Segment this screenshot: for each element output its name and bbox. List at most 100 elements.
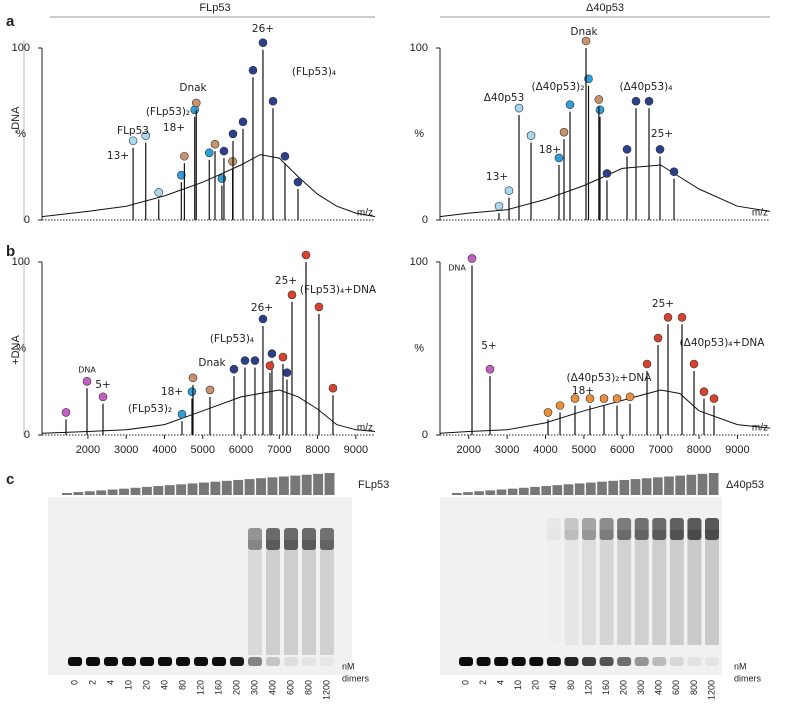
annotation: 25+ xyxy=(275,275,297,287)
annotation: 18+ xyxy=(163,122,185,134)
x-tick-label: 4000 xyxy=(533,444,557,456)
unit-label: dimers xyxy=(342,673,370,683)
unit-label: nM xyxy=(734,661,747,671)
annotation: 18+ xyxy=(572,385,594,397)
wedge-step xyxy=(199,482,209,495)
x-tick-label: 9000 xyxy=(725,444,749,456)
wedge-step xyxy=(619,479,630,495)
smear xyxy=(547,530,561,645)
row-label: +DNA xyxy=(10,335,22,365)
x-tick-label: 7000 xyxy=(648,444,672,456)
gel-protein: FLp53 xyxy=(358,479,389,491)
wedge-step xyxy=(597,481,607,495)
wedge-step xyxy=(107,489,118,495)
x-tick-label: 6000 xyxy=(610,444,634,456)
smear xyxy=(669,530,684,645)
spectrum: 0 100% m/z 2000 3000 4000 5000 6000 7000 8000 9000… xyxy=(12,250,377,456)
wedge-step xyxy=(496,489,507,495)
lane-label: 1200 xyxy=(706,680,716,700)
peak-marker xyxy=(642,359,652,369)
x-tick-label: 9000 xyxy=(344,444,368,456)
y-tick-label: 100 xyxy=(12,256,30,268)
x-tick-label: 5000 xyxy=(572,444,596,456)
lane-label: 4 xyxy=(496,680,506,685)
peak-marker xyxy=(504,186,514,195)
wedge-step xyxy=(474,491,484,495)
wedge-step xyxy=(452,493,462,495)
peak-marker xyxy=(258,38,268,48)
complex-band xyxy=(687,518,702,540)
complex-band xyxy=(652,518,667,540)
annotation: (FLp53)₂ xyxy=(146,106,190,118)
wedge-step xyxy=(519,487,529,495)
peak-marker xyxy=(565,100,575,109)
annotation: 26+ xyxy=(251,302,273,314)
wedge-step xyxy=(664,476,674,495)
wedge-step xyxy=(210,481,221,495)
wedge-step xyxy=(686,474,697,495)
wedge-step xyxy=(324,473,335,495)
x-tick-label: 3000 xyxy=(495,444,519,456)
wedge-step xyxy=(697,473,708,495)
free-dna-band xyxy=(158,657,172,666)
lane-label: 80 xyxy=(177,680,187,690)
wedge-step xyxy=(187,483,198,495)
spectrum: 0 100% m/z 13+ Δ40p53 18+ (Δ40p53)₂ Dnak (Δ40p53… xyxy=(410,26,771,226)
smear xyxy=(582,530,596,645)
wedge-step xyxy=(256,478,266,495)
peak-marker xyxy=(625,392,635,402)
smear xyxy=(266,540,280,655)
wedge-step xyxy=(675,475,685,495)
free-dna-band xyxy=(302,657,316,666)
peak-marker xyxy=(599,394,609,403)
peak-marker xyxy=(188,373,198,383)
complex-band xyxy=(599,518,614,540)
header: Δ40p53 xyxy=(586,2,624,14)
wedge-step xyxy=(485,490,496,495)
annotation: DNA xyxy=(448,264,466,273)
row-label: -DNA xyxy=(10,106,22,134)
y-tick-label: 100 xyxy=(410,256,428,268)
y-tick-label: 100 xyxy=(410,42,428,54)
peak-marker xyxy=(240,356,250,365)
peak-marker xyxy=(655,145,665,154)
peak-marker xyxy=(653,333,663,343)
wedge-step xyxy=(130,487,141,495)
x-axis-label: m/z xyxy=(752,208,768,219)
peak-marker xyxy=(293,177,303,187)
x-tick-label: 6000 xyxy=(229,444,253,456)
annotation: Dnak xyxy=(179,82,207,94)
complex-band xyxy=(320,528,334,550)
annotation: Dnak xyxy=(570,26,598,38)
free-dna-band xyxy=(86,657,100,666)
smear xyxy=(687,530,702,645)
free-dna-band xyxy=(494,657,509,666)
annotation: 18+ xyxy=(539,144,561,156)
spectrum-trace xyxy=(41,154,376,218)
wedge-step xyxy=(96,490,107,495)
lane-label: 4 xyxy=(105,680,115,685)
wedge-step xyxy=(563,484,574,495)
wedge-step xyxy=(267,477,278,495)
unit-label: nM xyxy=(342,661,355,671)
peak-marker xyxy=(677,312,687,322)
wedge-step xyxy=(141,486,152,495)
annotation: 26+ xyxy=(252,23,274,35)
peak-marker xyxy=(217,174,227,183)
peak-marker xyxy=(602,169,612,178)
lane-label: 80 xyxy=(566,680,576,690)
x-axis-label: m/z xyxy=(752,423,768,434)
annotation: (Δ40p53)₂+DNA xyxy=(567,372,653,384)
annotation: 13+ xyxy=(107,150,129,162)
wedge-step xyxy=(641,478,652,495)
lane-label: 400 xyxy=(654,680,664,695)
free-dna-band xyxy=(194,657,208,666)
smear xyxy=(320,540,334,655)
peak-marker xyxy=(328,383,338,393)
annotation: 5+ xyxy=(481,340,496,352)
peak-marker xyxy=(581,36,591,46)
complex-band xyxy=(669,518,684,540)
free-dna-band xyxy=(266,657,280,666)
peak-marker xyxy=(210,139,220,149)
wedge-step xyxy=(530,486,540,495)
